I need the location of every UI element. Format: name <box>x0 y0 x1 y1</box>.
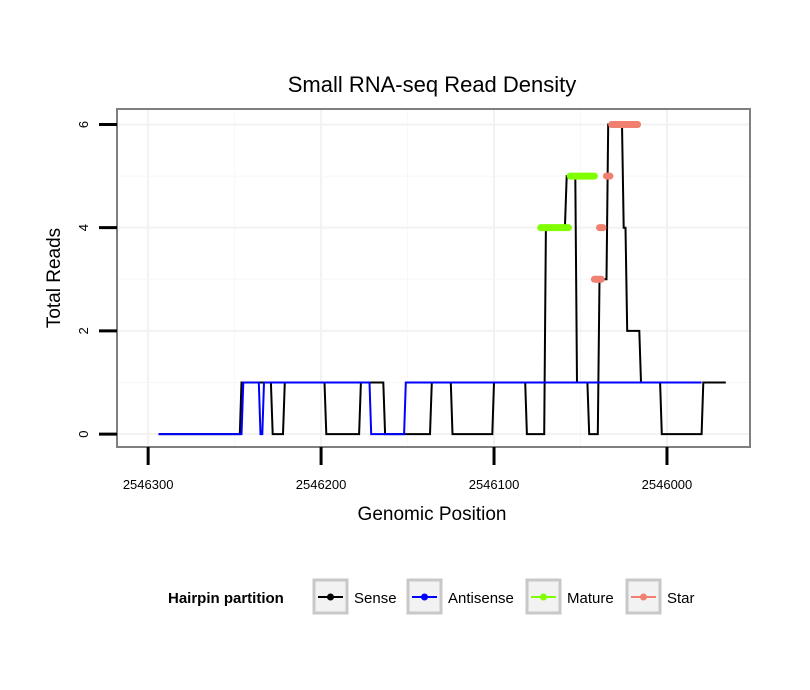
legend-items: Sense Antisense Mature Star <box>312 578 695 615</box>
y-tick-label: 4 <box>76 224 91 231</box>
legend-item-mature: Mature <box>525 578 614 615</box>
x-tick-label: 2546100 <box>469 477 520 492</box>
legend-label: Antisense <box>448 590 514 607</box>
legend-label: Star <box>667 590 695 607</box>
series-line-antisense <box>158 381 702 436</box>
legend-key-point <box>421 593 428 601</box>
x-tick-label: 2546200 <box>296 477 347 492</box>
panel-border <box>116 108 751 448</box>
x-tick-label: 2546000 <box>642 477 693 492</box>
y-axis: 0 2 4 6 <box>76 121 117 438</box>
series-layer <box>158 120 726 436</box>
legend-item-antisense: Antisense <box>406 578 514 615</box>
y-tick-label: 0 <box>76 430 91 437</box>
y-tick-label: 6 <box>76 121 91 128</box>
panel-background <box>117 109 750 447</box>
legend-key-point <box>327 593 334 601</box>
grid-lines <box>117 109 750 447</box>
legend-title: Hairpin partition <box>168 590 284 607</box>
x-axis-title: Genomic Position <box>358 504 507 525</box>
x-tick-label: 2546300 <box>123 477 174 492</box>
legend-item-star: Star <box>625 578 695 615</box>
legend-label: Sense <box>354 590 397 607</box>
plot-panel <box>116 108 751 448</box>
legend-item-sense: Sense <box>312 578 397 615</box>
y-axis-title: Total Reads <box>44 228 65 328</box>
legend-label: Mature <box>567 590 614 607</box>
chart-title: Small RNA-seq Read Density <box>288 72 577 97</box>
legend-key-point <box>640 593 647 601</box>
x-axis: 2546300 2546200 2546100 2546000 <box>123 447 692 492</box>
legend-key-point <box>540 593 547 601</box>
legend: Hairpin partition Sense Antisense Mature St… <box>168 578 695 615</box>
y-tick-label: 2 <box>76 327 91 334</box>
